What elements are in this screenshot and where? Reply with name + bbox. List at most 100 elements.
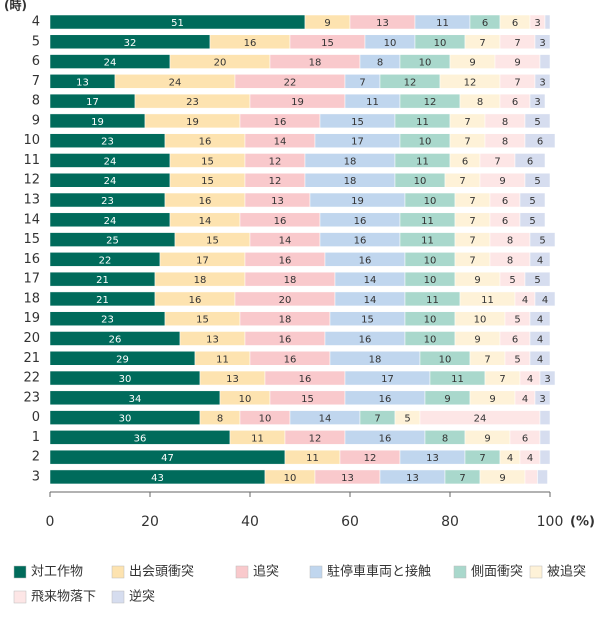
value-label: 7	[484, 354, 490, 365]
value-label: 13	[376, 18, 389, 29]
value-label: 36	[134, 433, 147, 444]
value-label: 24	[474, 414, 487, 425]
value-label: 5	[534, 117, 540, 128]
value-label: 13	[341, 473, 354, 484]
value-label: 16	[274, 117, 287, 128]
bar-segment	[539, 449, 551, 465]
y-tick-label: 14	[23, 212, 40, 227]
value-label: 5	[529, 196, 535, 207]
legend-swatch	[529, 565, 543, 579]
value-label: 7	[499, 374, 505, 385]
y-tick-label: 16	[23, 252, 40, 267]
x-tick-label: 60	[341, 514, 359, 530]
value-label: 3	[534, 18, 540, 29]
value-label: 7	[514, 38, 520, 49]
value-label: 11	[306, 453, 319, 464]
value-label: 11	[451, 374, 464, 385]
value-label: 19	[351, 196, 364, 207]
bar-segment	[534, 34, 551, 50]
y-tick-label: 23	[23, 390, 40, 405]
value-label: 9	[514, 58, 520, 69]
value-label: 12	[464, 77, 477, 88]
bar-segment	[514, 153, 546, 168]
value-label: 18	[369, 354, 382, 365]
value-label: 10	[434, 38, 447, 49]
value-label: 43	[151, 473, 164, 484]
legend-label: 被追突	[547, 564, 586, 580]
value-label: 10	[384, 38, 397, 49]
value-label: 22	[284, 77, 297, 88]
value-label: 3	[539, 38, 545, 49]
value-label: 30	[119, 374, 132, 385]
value-label: 7	[469, 255, 475, 266]
y-tick-label: 19	[23, 311, 40, 326]
y-tick-label: 11	[23, 153, 40, 168]
x-tick-label: 100	[537, 514, 564, 530]
legend-label: 側面衝突	[471, 564, 523, 580]
value-label: 12	[424, 97, 437, 108]
value-label: 10	[424, 334, 437, 345]
value-label: 16	[189, 295, 202, 306]
value-label: 7	[469, 236, 475, 247]
value-label: 12	[364, 453, 377, 464]
y-tick-label: 21	[23, 351, 40, 366]
value-label: 26	[109, 334, 122, 345]
value-label: 11	[251, 433, 264, 444]
x-unit: (%)	[570, 515, 595, 530]
value-label: 13	[271, 196, 284, 207]
bar-segment	[529, 311, 551, 326]
y-tick-label: 18	[23, 291, 40, 306]
x-tick-label: 80	[441, 514, 459, 530]
value-label: 24	[104, 58, 117, 69]
y-tick-label: 4	[32, 15, 40, 30]
value-label: 11	[416, 156, 429, 167]
y-tick-label: 6	[32, 54, 40, 69]
y-tick-label: 20	[23, 331, 40, 346]
value-label: 16	[244, 38, 257, 49]
value-label: 14	[274, 137, 287, 148]
value-label: 14	[319, 414, 332, 425]
value-label: 6	[512, 18, 518, 29]
value-label: 5	[534, 176, 540, 187]
value-label: 11	[216, 354, 229, 365]
legend-swatch	[111, 590, 125, 604]
value-label: 9	[484, 433, 490, 444]
y-tick-label: 13	[23, 193, 40, 208]
value-label: 15	[361, 315, 374, 326]
bar-segment	[529, 252, 551, 267]
value-label: 8	[507, 255, 513, 266]
value-label: 7	[469, 196, 475, 207]
value-label: 11	[436, 18, 449, 29]
value-label: 14	[364, 295, 377, 306]
value-label: 9	[499, 473, 505, 484]
bar-segment	[534, 74, 551, 89]
value-label: 10	[419, 137, 432, 148]
value-label: 18	[279, 315, 292, 326]
value-label: 7	[374, 414, 380, 425]
value-label: 15	[196, 315, 209, 326]
value-label: 14	[279, 236, 292, 247]
value-label: 11	[426, 295, 439, 306]
bar-segment	[524, 469, 538, 485]
value-label: 4	[537, 334, 543, 345]
y-tick-label: 3	[32, 469, 40, 484]
legend-swatch	[453, 565, 467, 579]
value-label: 6	[512, 334, 518, 345]
value-label: 15	[301, 394, 314, 405]
value-label: 6	[502, 216, 508, 227]
value-label: 10	[474, 315, 487, 326]
value-label: 3	[544, 374, 550, 385]
y-axis-title: (時)	[4, 0, 27, 13]
value-label: 5	[509, 275, 515, 286]
value-label: 5	[404, 414, 410, 425]
y-tick-label: 7	[32, 74, 40, 89]
value-label: 4	[507, 453, 513, 464]
value-label: 19	[291, 97, 304, 108]
value-label: 4	[537, 354, 543, 365]
legend-swatch	[309, 565, 323, 579]
value-label: 11	[416, 117, 429, 128]
y-tick-label: 2	[32, 450, 40, 465]
value-label: 13	[76, 77, 89, 88]
value-label: 10	[439, 354, 452, 365]
value-label: 9	[474, 334, 480, 345]
